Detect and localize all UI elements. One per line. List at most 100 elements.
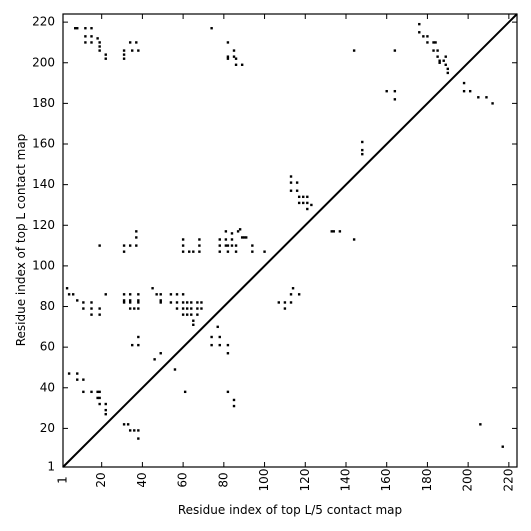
y-tick-label: 40 bbox=[40, 380, 55, 394]
contact-point bbox=[137, 293, 140, 296]
contact-point bbox=[181, 293, 185, 296]
contact-point bbox=[200, 307, 203, 310]
y-tick-label: 1 bbox=[47, 460, 55, 474]
contact-point bbox=[131, 49, 134, 52]
contact-point bbox=[159, 352, 162, 355]
contact-point bbox=[84, 41, 87, 44]
contact-point bbox=[190, 307, 193, 310]
contact-point bbox=[385, 89, 388, 93]
contact-point bbox=[122, 49, 126, 52]
contact-point bbox=[76, 299, 79, 302]
contact-point bbox=[444, 55, 447, 58]
contact-point bbox=[196, 301, 199, 304]
contact-point bbox=[96, 396, 99, 400]
contact-point bbox=[434, 41, 437, 44]
plot-frame bbox=[62, 13, 518, 468]
contact-point bbox=[232, 398, 236, 402]
contact-point bbox=[159, 293, 162, 296]
contact-point bbox=[126, 423, 130, 426]
contact-points bbox=[65, 22, 504, 448]
contact-point bbox=[251, 244, 254, 247]
x-tick-label: 220 bbox=[501, 469, 515, 492]
contact-point bbox=[128, 244, 132, 247]
contact-point bbox=[230, 244, 234, 247]
contact-point bbox=[175, 301, 179, 304]
contact-point bbox=[137, 335, 140, 339]
contact-point bbox=[137, 299, 140, 302]
contact-point bbox=[245, 236, 248, 239]
contact-point bbox=[289, 293, 293, 296]
contact-point bbox=[352, 238, 356, 241]
contact-point bbox=[432, 49, 435, 52]
x-tick-label: 80 bbox=[216, 472, 230, 487]
contact-point bbox=[283, 307, 287, 310]
contact-point bbox=[218, 335, 221, 339]
contact-point bbox=[175, 293, 179, 296]
contact-point bbox=[98, 307, 101, 310]
contact-point bbox=[289, 189, 293, 192]
contact-point bbox=[159, 301, 162, 304]
contact-point bbox=[90, 35, 93, 38]
contact-point bbox=[192, 250, 195, 253]
contact-point bbox=[104, 293, 107, 296]
contact-point bbox=[230, 238, 234, 241]
contact-point bbox=[462, 89, 466, 93]
contact-point bbox=[238, 228, 242, 231]
x-axis-ticks: 1 20 40 60 80 100 120 140 160 180 200 220 bbox=[56, 14, 515, 492]
x-axis-label: Residue index of top L/5 contact map bbox=[178, 503, 402, 517]
x-tick-label: 200 bbox=[461, 469, 475, 492]
contact-point bbox=[181, 238, 185, 241]
contact-point bbox=[90, 41, 93, 44]
contact-point bbox=[128, 429, 132, 432]
contact-point bbox=[426, 41, 429, 44]
contact-point bbox=[198, 238, 201, 241]
contact-point bbox=[128, 307, 132, 310]
contact-point bbox=[216, 325, 219, 329]
x-tick-label: 160 bbox=[379, 469, 393, 492]
y-tick-label: 20 bbox=[40, 421, 55, 435]
contact-point bbox=[181, 244, 185, 247]
contact-point bbox=[173, 368, 177, 371]
contact-point bbox=[98, 313, 101, 316]
x-tick-label: 100 bbox=[257, 469, 271, 492]
contact-point bbox=[289, 301, 293, 304]
contact-point bbox=[82, 378, 85, 381]
contact-point bbox=[232, 404, 236, 408]
diagonal-line bbox=[62, 13, 518, 468]
contact-point bbox=[137, 343, 140, 347]
contact-point bbox=[122, 250, 126, 253]
y-axis-label: Residue index of top L contact map bbox=[14, 134, 28, 347]
contact-point bbox=[234, 57, 238, 60]
contact-point bbox=[104, 408, 107, 412]
contact-point bbox=[96, 390, 99, 394]
contact-point bbox=[122, 244, 126, 247]
contact-point bbox=[122, 293, 126, 296]
contact-point bbox=[98, 390, 101, 394]
contact-point bbox=[226, 41, 230, 44]
contact-point bbox=[491, 102, 494, 105]
contact-point bbox=[181, 301, 185, 304]
contact-point bbox=[135, 236, 138, 239]
contact-point bbox=[302, 195, 305, 199]
contact-point bbox=[393, 49, 397, 52]
contact-point bbox=[90, 301, 93, 304]
contact-point bbox=[185, 313, 189, 316]
y-tick-label: 80 bbox=[40, 299, 55, 313]
contact-point bbox=[501, 445, 504, 448]
contact-point bbox=[297, 201, 301, 205]
contact-point bbox=[122, 423, 126, 426]
contact-point bbox=[485, 96, 488, 99]
contact-point bbox=[234, 63, 238, 66]
contact-point bbox=[251, 250, 254, 253]
contact-point bbox=[190, 313, 193, 316]
contact-point bbox=[224, 230, 228, 233]
contact-point bbox=[226, 57, 230, 60]
contact-point bbox=[226, 55, 230, 58]
contact-point bbox=[198, 244, 201, 247]
contact-point bbox=[190, 301, 193, 304]
contact-point bbox=[306, 195, 309, 199]
x-tick-label: 120 bbox=[298, 469, 312, 492]
contact-point bbox=[135, 244, 138, 247]
contact-point bbox=[71, 293, 75, 296]
